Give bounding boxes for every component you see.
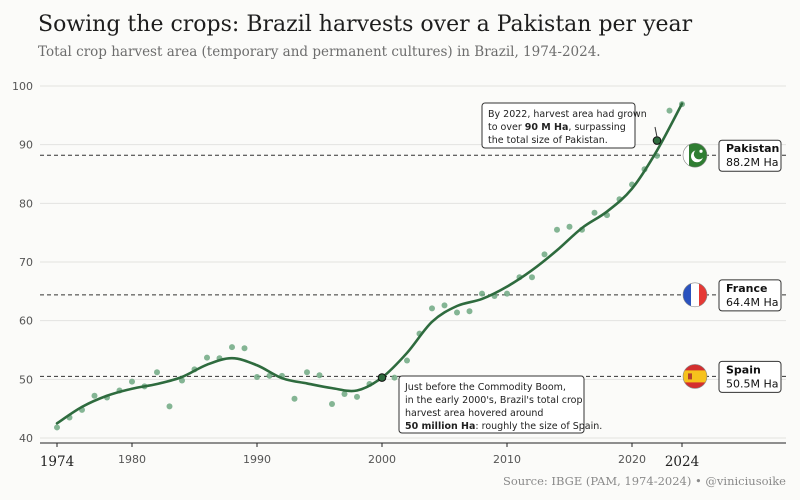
data-point xyxy=(291,395,298,402)
chart-title: Sowing the crops: Brazil harvests over a… xyxy=(38,12,693,37)
trend-line xyxy=(55,102,684,425)
data-points-layer xyxy=(54,101,685,431)
annotation-bottom: Just before the Commodity Boom, in the ea… xyxy=(398,375,602,434)
data-point xyxy=(316,372,323,379)
data-point xyxy=(541,251,548,258)
y-tick-label: 50 xyxy=(19,373,33,386)
data-point xyxy=(179,377,185,384)
data-point xyxy=(529,274,535,281)
data-point xyxy=(354,393,360,400)
data-point xyxy=(429,305,435,312)
annotation-connector xyxy=(654,126,658,138)
annotation-line: to over 90 M Ha, surpassing xyxy=(488,122,626,133)
y-tick-label: 80 xyxy=(19,197,33,210)
source-caption: Source: IBGE (PAM, 1974-2024) • @viniciu… xyxy=(502,474,786,488)
data-point xyxy=(504,290,510,297)
reference-name: France xyxy=(726,282,767,295)
x-tick-label: 2020 xyxy=(618,453,646,466)
highlight-point xyxy=(652,136,662,145)
data-point xyxy=(166,403,173,410)
data-point xyxy=(129,378,135,385)
data-point xyxy=(154,369,160,376)
y-tick-label: 70 xyxy=(19,256,33,269)
label-box xyxy=(718,360,782,393)
data-point xyxy=(204,354,210,361)
x-tick-label: 2010 xyxy=(493,453,521,466)
annotation-box xyxy=(398,375,585,434)
data-point xyxy=(566,223,573,230)
annotation-top: By 2022, harvest area had grown to over 9… xyxy=(481,102,647,149)
data-point xyxy=(304,369,310,376)
data-point xyxy=(666,107,673,114)
flags-layer xyxy=(682,142,708,389)
data-point xyxy=(591,209,598,216)
annotation-box xyxy=(481,102,636,149)
data-point xyxy=(266,372,273,379)
x-tick-label: 2024 xyxy=(665,454,699,470)
annotation-line: 50 million Ha: roughly the size of Spain… xyxy=(405,421,602,432)
data-point xyxy=(466,308,473,315)
y-tick-label: 40 xyxy=(19,432,33,445)
france-flag-icon xyxy=(682,282,708,308)
x-tick-label: 1980 xyxy=(118,453,146,466)
data-point xyxy=(391,374,398,381)
data-point xyxy=(254,373,260,380)
data-point xyxy=(91,392,98,399)
x-tick-label: 1990 xyxy=(243,453,271,466)
data-point xyxy=(554,226,560,233)
data-point xyxy=(329,400,335,407)
reference-value: 88.2M Ha xyxy=(726,156,779,169)
annotation-line: the total size of Pakistan. xyxy=(488,135,608,146)
reference-name: Spain xyxy=(726,363,761,376)
data-point xyxy=(54,424,60,431)
reference-name: Pakistan xyxy=(726,142,779,155)
pakistan-flag-icon xyxy=(682,142,708,168)
data-point xyxy=(341,391,348,397)
data-point xyxy=(229,344,235,351)
data-point xyxy=(441,302,448,309)
chart-subtitle: Total crop harvest area (temporary and p… xyxy=(38,44,601,60)
y-tick-label: 60 xyxy=(19,315,33,328)
reference-value: 64.4M Ha xyxy=(726,296,779,309)
x-tick-label: 1974 xyxy=(40,454,74,470)
y-tick-label: 100 xyxy=(12,80,33,93)
annotation-line: By 2022, harvest area had grown xyxy=(488,109,647,120)
annotation-line: Just before the Commodity Boom, xyxy=(404,382,566,393)
label-box xyxy=(718,279,782,312)
label-box xyxy=(718,139,782,172)
data-point xyxy=(241,345,248,352)
annotation-line: harvest area hovered around xyxy=(405,408,543,419)
highlight-point xyxy=(377,373,387,382)
annotation-line: in the early 2000's, Brazil's total crop xyxy=(405,395,583,406)
axis-layer: 40 50 60 70 80 90 100 1974 1980 1990 2000 2010 2020 2… xyxy=(12,80,786,470)
smooth-line-layer xyxy=(55,102,684,425)
data-point xyxy=(404,357,410,364)
reference-value: 50.5M Ha xyxy=(726,377,779,390)
y-tick-label: 90 xyxy=(19,139,33,152)
x-tick-label: 2000 xyxy=(368,453,396,466)
spain-flag-icon xyxy=(682,364,708,389)
data-point xyxy=(479,290,485,297)
data-point xyxy=(454,309,460,316)
annotations-layer: By 2022, harvest area had grown to over 9… xyxy=(398,102,658,434)
